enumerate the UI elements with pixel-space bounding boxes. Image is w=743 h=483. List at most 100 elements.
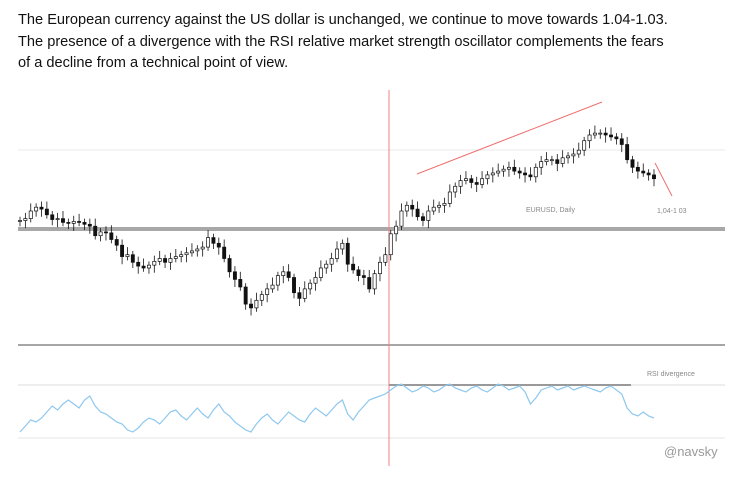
candle-body bbox=[163, 258, 168, 263]
candle-body bbox=[635, 166, 640, 172]
candle-body bbox=[232, 271, 237, 280]
candle-body bbox=[506, 166, 511, 170]
candle-body bbox=[351, 263, 356, 271]
candle-body bbox=[243, 286, 248, 305]
candle-body bbox=[120, 244, 125, 257]
candle-body bbox=[603, 132, 608, 136]
candle-body bbox=[308, 282, 313, 290]
candle-body bbox=[576, 149, 581, 155]
candle-body bbox=[227, 258, 232, 273]
watermark: @navsky bbox=[664, 444, 718, 459]
candle-body bbox=[66, 222, 71, 224]
description-line-2: The presence of a divergence with the RS… bbox=[18, 33, 664, 50]
candle-body bbox=[152, 261, 157, 266]
candle-body bbox=[259, 294, 264, 301]
candle-body bbox=[275, 275, 280, 286]
candle-body bbox=[34, 206, 39, 212]
candle-body bbox=[641, 170, 646, 174]
candle-body bbox=[539, 161, 544, 168]
candle-body bbox=[146, 264, 151, 269]
candle-body bbox=[598, 132, 603, 135]
candle-body bbox=[238, 279, 243, 288]
candle-body bbox=[447, 191, 452, 204]
candle-body bbox=[453, 185, 458, 193]
candle-body bbox=[125, 254, 130, 257]
candle-body bbox=[98, 231, 103, 237]
candle-body bbox=[442, 203, 447, 206]
target-arrow-line bbox=[654, 162, 673, 197]
candle-body bbox=[184, 252, 189, 256]
candle-body bbox=[109, 232, 114, 240]
candle-body bbox=[533, 166, 538, 178]
rsi-line bbox=[19, 383, 655, 433]
candle-body bbox=[44, 208, 49, 216]
candle-body bbox=[222, 246, 227, 259]
candle-body bbox=[410, 204, 415, 210]
symbol-label: EURUSD, Daily bbox=[526, 207, 576, 214]
candle-body bbox=[609, 134, 613, 138]
candle-body bbox=[490, 172, 495, 176]
candle-body bbox=[93, 225, 98, 237]
candle-body bbox=[345, 242, 350, 265]
candle-body bbox=[361, 275, 366, 278]
candle-body bbox=[324, 263, 329, 269]
candle-body bbox=[71, 221, 76, 224]
candle-body bbox=[404, 204, 409, 212]
candle-body bbox=[394, 225, 399, 235]
candle-body bbox=[469, 178, 474, 183]
candle-body bbox=[501, 168, 506, 172]
candle-body bbox=[383, 254, 388, 263]
candle-body bbox=[399, 210, 404, 227]
candle-body bbox=[281, 271, 286, 276]
candle-body bbox=[560, 157, 565, 164]
rsi-label: RSI divergence bbox=[647, 371, 695, 378]
candle-body bbox=[329, 258, 334, 265]
candle-body bbox=[415, 208, 420, 218]
candle-body bbox=[270, 284, 275, 290]
candle-body bbox=[458, 180, 463, 187]
candle-body bbox=[480, 178, 485, 185]
candle-body bbox=[18, 220, 22, 222]
candle-body bbox=[378, 261, 382, 275]
candle-body bbox=[195, 248, 200, 252]
candle-body bbox=[179, 254, 184, 257]
candle-body bbox=[265, 288, 270, 295]
candle-body bbox=[474, 182, 479, 185]
candle-body bbox=[630, 159, 635, 168]
candle-body bbox=[372, 273, 377, 290]
candle-body bbox=[173, 256, 178, 259]
candle-body bbox=[356, 269, 361, 276]
candle-body bbox=[216, 242, 221, 248]
candle-body bbox=[286, 271, 291, 278]
candle-body bbox=[549, 159, 554, 162]
description-line-1: The European currency against the US dol… bbox=[18, 12, 668, 28]
candle-body bbox=[136, 261, 141, 267]
candle-body bbox=[297, 292, 302, 299]
candle-body bbox=[463, 178, 468, 181]
trend-line bbox=[416, 101, 603, 175]
candle-body bbox=[528, 174, 533, 178]
candle-body bbox=[141, 265, 146, 269]
candle-body bbox=[50, 214, 55, 220]
candle-body bbox=[55, 218, 60, 220]
candle-body bbox=[28, 210, 33, 219]
candle-body bbox=[555, 159, 560, 164]
candle-body bbox=[431, 206, 436, 212]
candle-body bbox=[206, 237, 211, 248]
candle-body bbox=[523, 172, 528, 176]
candle-body bbox=[587, 134, 592, 142]
candle-body bbox=[302, 288, 307, 299]
candle-body bbox=[335, 248, 339, 259]
description-line-3: of a decline from a technical point of v… bbox=[18, 55, 289, 71]
candle-body bbox=[82, 222, 87, 225]
candle-body bbox=[254, 299, 259, 309]
candle-body bbox=[61, 218, 65, 223]
candle-body bbox=[544, 159, 549, 162]
candles-group bbox=[18, 125, 656, 316]
candle-body bbox=[571, 153, 576, 157]
target-label: 1,04-1 03 bbox=[657, 208, 687, 215]
candle-body bbox=[512, 166, 517, 172]
candle-body bbox=[426, 210, 431, 221]
candle-body bbox=[200, 246, 205, 250]
